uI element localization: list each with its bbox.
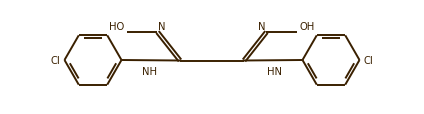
Text: HO: HO: [109, 22, 124, 32]
Text: NH: NH: [142, 66, 157, 76]
Text: OH: OH: [300, 22, 315, 32]
Text: HN: HN: [267, 66, 282, 76]
Text: N: N: [159, 22, 166, 32]
Text: N: N: [258, 22, 265, 32]
Text: Cl: Cl: [51, 56, 61, 65]
Text: Cl: Cl: [363, 56, 373, 65]
